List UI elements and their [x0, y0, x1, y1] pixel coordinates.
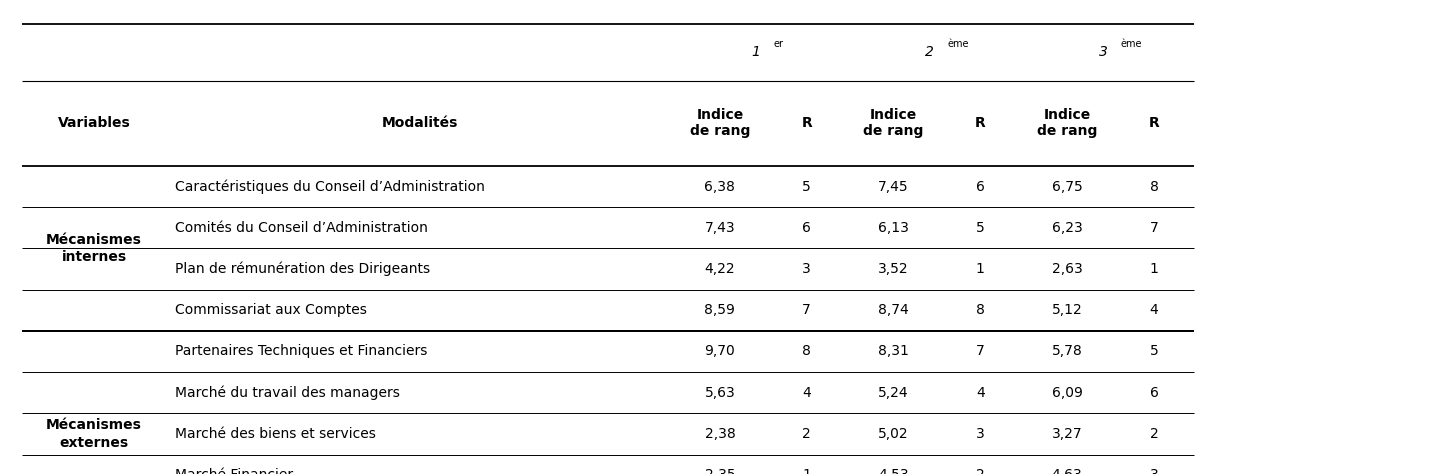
- Text: 5,78: 5,78: [1052, 345, 1082, 358]
- Text: ème: ème: [948, 38, 968, 49]
- Text: 8,59: 8,59: [705, 303, 735, 317]
- Text: 9,70: 9,70: [705, 345, 735, 358]
- Text: 6,09: 6,09: [1052, 386, 1082, 400]
- Text: 8,31: 8,31: [878, 345, 909, 358]
- Text: 4,53: 4,53: [878, 468, 909, 474]
- Text: er: er: [774, 38, 783, 49]
- Text: 6,38: 6,38: [705, 180, 735, 193]
- Text: 3: 3: [1098, 45, 1108, 59]
- Text: 4: 4: [1149, 303, 1159, 317]
- Text: Caractéristiques du Conseil d’Administration: Caractéristiques du Conseil d’Administra…: [175, 179, 485, 194]
- Text: R: R: [975, 116, 985, 130]
- Text: R: R: [1149, 116, 1159, 130]
- Text: Marché des biens et services: Marché des biens et services: [175, 427, 376, 441]
- Text: 7: 7: [975, 345, 985, 358]
- Text: Variables: Variables: [58, 116, 130, 130]
- Text: Mécanismes
internes: Mécanismes internes: [46, 233, 142, 264]
- Text: 2: 2: [925, 45, 935, 59]
- Text: Indice
de rang: Indice de rang: [864, 108, 923, 138]
- Text: Partenaires Techniques et Financiers: Partenaires Techniques et Financiers: [175, 345, 427, 358]
- Text: 6,23: 6,23: [1052, 221, 1082, 235]
- Text: Commissariat aux Comptes: Commissariat aux Comptes: [175, 303, 368, 317]
- Text: Plan de rémunération des Dirigeants: Plan de rémunération des Dirigeants: [175, 262, 430, 276]
- Text: Indice
de rang: Indice de rang: [690, 108, 750, 138]
- Text: 5,63: 5,63: [705, 386, 735, 400]
- Text: Marché Financier: Marché Financier: [175, 468, 294, 474]
- Text: 2,35: 2,35: [705, 468, 735, 474]
- Text: 1: 1: [1149, 262, 1159, 276]
- Text: 6,13: 6,13: [878, 221, 909, 235]
- Text: 3: 3: [802, 262, 812, 276]
- Text: 3,27: 3,27: [1052, 427, 1082, 441]
- Text: 5,02: 5,02: [878, 427, 909, 441]
- Text: 4: 4: [975, 386, 985, 400]
- Text: 3: 3: [975, 427, 985, 441]
- Text: 7: 7: [802, 303, 812, 317]
- Text: 5: 5: [975, 221, 985, 235]
- Text: 6: 6: [1149, 386, 1159, 400]
- Text: Marché du travail des managers: Marché du travail des managers: [175, 385, 399, 400]
- Text: R: R: [802, 116, 812, 130]
- Text: 2,38: 2,38: [705, 427, 735, 441]
- Text: 7,43: 7,43: [705, 221, 735, 235]
- Text: 7,45: 7,45: [878, 180, 909, 193]
- Text: 8,74: 8,74: [878, 303, 909, 317]
- Text: 2: 2: [1149, 427, 1159, 441]
- Text: 8: 8: [802, 345, 812, 358]
- Text: 4,63: 4,63: [1052, 468, 1082, 474]
- Text: 2: 2: [975, 468, 985, 474]
- Text: 5: 5: [1149, 345, 1159, 358]
- Text: 2,63: 2,63: [1052, 262, 1082, 276]
- Text: 5,24: 5,24: [878, 386, 909, 400]
- Text: 1: 1: [975, 262, 985, 276]
- Text: Mécanismes
externes: Mécanismes externes: [46, 418, 142, 450]
- Text: 5: 5: [802, 180, 812, 193]
- Text: 3,52: 3,52: [878, 262, 909, 276]
- Text: 1: 1: [751, 45, 761, 59]
- Text: 6: 6: [802, 221, 812, 235]
- Text: ème: ème: [1120, 38, 1142, 49]
- Text: Comités du Conseil d’Administration: Comités du Conseil d’Administration: [175, 221, 428, 235]
- Text: 4,22: 4,22: [705, 262, 735, 276]
- Text: Modalités: Modalités: [382, 116, 457, 130]
- Text: 4: 4: [802, 386, 812, 400]
- Text: 6,75: 6,75: [1052, 180, 1082, 193]
- Text: 3: 3: [1149, 468, 1159, 474]
- Text: 8: 8: [975, 303, 985, 317]
- Text: 8: 8: [1149, 180, 1159, 193]
- Text: 5,12: 5,12: [1052, 303, 1082, 317]
- Text: 2: 2: [802, 427, 812, 441]
- Text: Indice
de rang: Indice de rang: [1037, 108, 1097, 138]
- Text: 1: 1: [802, 468, 812, 474]
- Text: 6: 6: [975, 180, 985, 193]
- Text: 7: 7: [1149, 221, 1159, 235]
